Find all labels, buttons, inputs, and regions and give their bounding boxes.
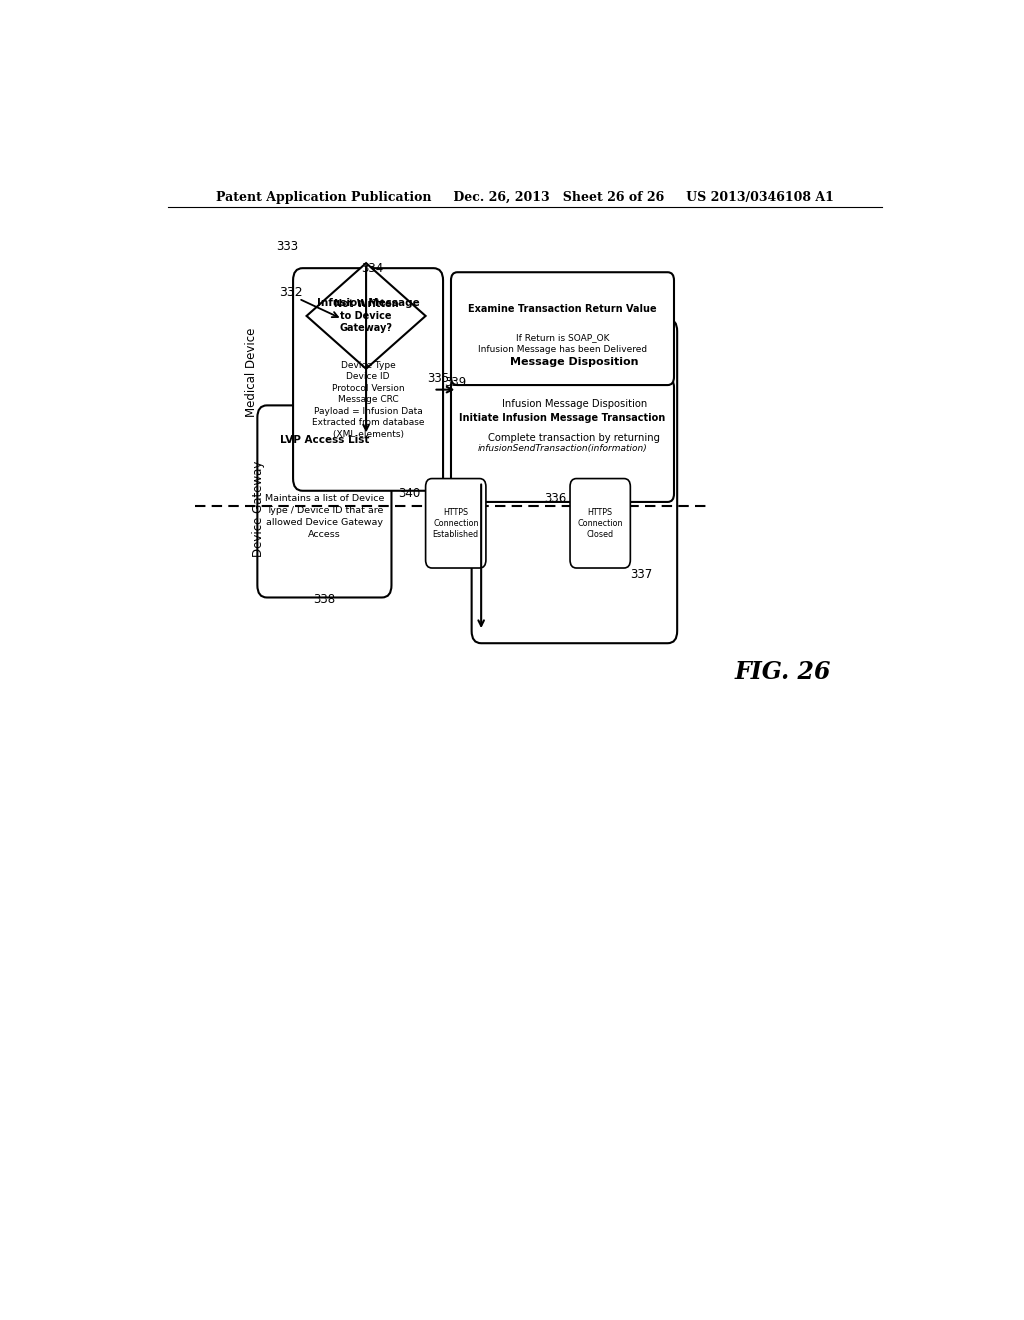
Text: Examine Transaction Return Value: Examine Transaction Return Value: [468, 304, 656, 314]
Text: 337: 337: [631, 568, 652, 581]
FancyBboxPatch shape: [426, 479, 486, 568]
Text: Initiate Infusion Message Transaction: Initiate Infusion Message Transaction: [460, 413, 666, 422]
Text: 336: 336: [545, 492, 567, 504]
Text: Infusion Message: Infusion Message: [316, 298, 420, 308]
Text: Device Gateway: Device Gateway: [253, 461, 265, 557]
Text: Medical Device: Medical Device: [245, 327, 257, 417]
Text: Message Disposition: Message Disposition: [510, 356, 639, 367]
Text: 340: 340: [397, 487, 420, 500]
Text: Patent Application Publication     Dec. 26, 2013   Sheet 26 of 26     US 2013/03: Patent Application Publication Dec. 26, …: [216, 190, 834, 203]
FancyBboxPatch shape: [570, 479, 631, 568]
Text: 334: 334: [360, 261, 383, 275]
FancyBboxPatch shape: [257, 405, 391, 598]
Text: Device Type
Device ID
Protocol Version
Message CRC
Payload = Infusion Data
Extra: Device Type Device ID Protocol Version M…: [312, 360, 424, 438]
Text: 338: 338: [313, 593, 336, 606]
Text: HTTPS
Connection
Established: HTTPS Connection Established: [433, 508, 479, 539]
Text: 339: 339: [444, 375, 467, 388]
Text: Not Written
to Device
Gateway?: Not Written to Device Gateway?: [334, 298, 398, 334]
Text: Infusion Message Disposition: Infusion Message Disposition: [502, 400, 647, 409]
Text: infusionSendTransaction(information): infusionSendTransaction(information): [477, 444, 647, 453]
FancyBboxPatch shape: [472, 319, 677, 643]
Text: Maintains a list of Device
Type / Device ID that are
allowed Device Gateway
Acce: Maintains a list of Device Type / Device…: [265, 494, 384, 540]
Polygon shape: [306, 263, 426, 368]
Text: If Return is SOAP_OK
Infusion Message has been Delivered: If Return is SOAP_OK Infusion Message ha…: [478, 333, 647, 354]
FancyBboxPatch shape: [451, 379, 674, 502]
Text: HTTPS
Connection
Closed: HTTPS Connection Closed: [578, 508, 623, 539]
Text: FIG. 26: FIG. 26: [734, 660, 830, 684]
Text: 333: 333: [276, 240, 299, 253]
Text: 332: 332: [279, 286, 302, 300]
Text: LVP Access List: LVP Access List: [280, 436, 369, 445]
FancyBboxPatch shape: [293, 268, 443, 491]
Text: 335: 335: [427, 372, 450, 385]
FancyBboxPatch shape: [451, 272, 674, 385]
Text: Complete transaction by returning: Complete transaction by returning: [488, 433, 660, 444]
